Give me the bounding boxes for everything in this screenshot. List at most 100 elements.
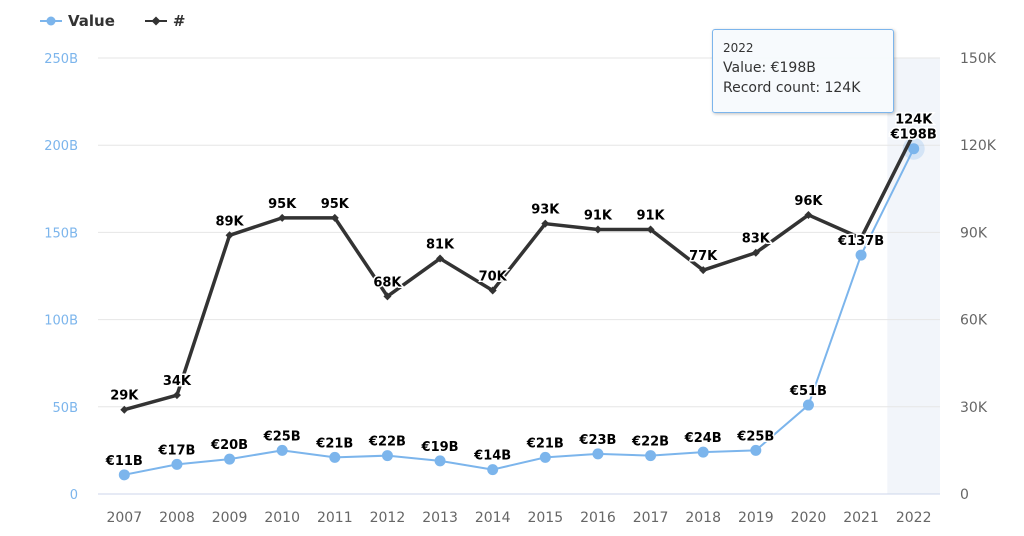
count-point	[541, 219, 550, 228]
chart-tooltip: 2022 Value: €198B Record count: 124K	[712, 29, 894, 113]
value-data-label: €21B	[526, 436, 564, 451]
value-point	[276, 444, 288, 456]
count-point	[120, 405, 129, 414]
tooltip-header: 2022	[723, 41, 754, 55]
value-data-label: €25B	[736, 429, 774, 444]
value-point	[171, 458, 183, 470]
count-data-label: 93K	[531, 203, 560, 218]
y-right-tick-label: 90K	[960, 225, 988, 241]
count-data-label: 83K	[742, 232, 771, 247]
value-data-label: €23B	[578, 433, 616, 448]
value-data-label: €22B	[631, 435, 669, 450]
value-series-line	[124, 148, 915, 476]
x-tick-label: 2017	[633, 510, 669, 526]
value-point	[539, 451, 551, 463]
value-data-label: €17B	[157, 443, 195, 458]
count-data-label: 95K	[321, 197, 350, 212]
x-tick-label: 2021	[843, 510, 879, 526]
legend-label-count: #	[172, 12, 186, 30]
value-point	[381, 450, 393, 462]
x-tick-label: 2016	[580, 510, 616, 526]
x-tick-label: 2015	[527, 510, 563, 526]
y-left-tick-label: 200B	[44, 139, 78, 154]
value-data-label: €19B	[421, 440, 459, 455]
value-point	[645, 450, 657, 462]
y-right-tick-label: 0	[960, 487, 969, 503]
x-tick-label: 2007	[106, 510, 142, 526]
value-data-label: €14B	[473, 449, 511, 464]
count-data-label: 81K	[426, 238, 455, 253]
y-right-tick-label: 30K	[960, 400, 988, 416]
count-data-label: 68K	[373, 275, 402, 290]
value-point	[750, 444, 762, 456]
count-point	[751, 248, 760, 257]
count-data-label: 70K	[479, 270, 508, 285]
value-point	[802, 399, 814, 411]
value-point	[487, 464, 499, 476]
count-point	[488, 286, 497, 295]
count-data-label: 91K	[636, 208, 665, 223]
count-point	[330, 213, 339, 222]
value-data-label: €198B	[890, 128, 937, 143]
count-point	[699, 266, 708, 275]
count-series-line	[123, 132, 916, 412]
legend-item-value[interactable]: Value	[40, 12, 115, 30]
x-tick-label: 2018	[685, 510, 721, 526]
x-tick-label: 2013	[422, 510, 458, 526]
value-point	[592, 448, 604, 460]
value-data-label: €25B	[263, 429, 301, 444]
count-data-label: 77K	[689, 249, 718, 264]
count-point	[436, 254, 445, 263]
y-right-tick-label: 120K	[960, 138, 997, 154]
value-data-label: €24B	[684, 431, 722, 446]
tooltip-value: Value: €198B	[723, 60, 816, 76]
count-point	[804, 210, 813, 219]
x-tick-label: 2008	[159, 510, 195, 526]
tooltip-count: Record count: 124K	[723, 80, 861, 96]
value-data-label: €51B	[789, 384, 827, 399]
diamond-marker-icon	[144, 16, 167, 26]
count-data-label: 29K	[110, 389, 139, 404]
x-tick-label: 2012	[370, 510, 406, 526]
count-point	[646, 225, 655, 234]
count-point	[909, 129, 918, 138]
count-point	[278, 213, 287, 222]
count-point	[383, 292, 392, 301]
count-point	[172, 391, 181, 400]
value-point	[697, 446, 709, 458]
y-right-tick-label: 150K	[960, 51, 997, 67]
y-left-tick-label: 250B	[44, 52, 78, 67]
x-tick-label: 2020	[791, 510, 827, 526]
value-data-label: €20B	[210, 438, 248, 453]
x-tick-label: 2022	[896, 510, 932, 526]
value-data-label: €137B	[837, 234, 884, 249]
y-left-tick-label: 100B	[44, 314, 78, 329]
y-left-tick-label: 50B	[53, 401, 78, 416]
count-data-label: 91K	[584, 208, 613, 223]
value-point	[855, 249, 867, 261]
x-tick-label: 2009	[212, 510, 248, 526]
y-left-tick-label: 0	[70, 488, 78, 503]
x-tick-label: 2014	[475, 510, 511, 526]
value-point	[908, 143, 920, 155]
x-tick-label: 2010	[264, 510, 300, 526]
count-data-label: 89K	[215, 214, 244, 229]
x-tick-label: 2019	[738, 510, 774, 526]
circle-marker-icon	[40, 16, 62, 26]
count-data-label: 124K	[895, 113, 933, 128]
count-data-label: 95K	[268, 197, 297, 212]
y-left-tick-label: 150B	[44, 226, 78, 241]
x-tick-label: 2011	[317, 510, 353, 526]
legend-label-value: Value	[68, 12, 115, 30]
count-point	[593, 225, 602, 234]
count-data-label: 34K	[163, 374, 192, 389]
chart-legend: Value #	[40, 12, 185, 30]
value-point	[224, 453, 236, 465]
legend-item-count[interactable]: #	[144, 12, 186, 30]
count-point	[225, 231, 234, 240]
value-point	[329, 451, 341, 463]
value-data-label: €11B	[105, 454, 143, 469]
count-point	[857, 234, 866, 243]
value-data-label: €21B	[315, 436, 353, 451]
